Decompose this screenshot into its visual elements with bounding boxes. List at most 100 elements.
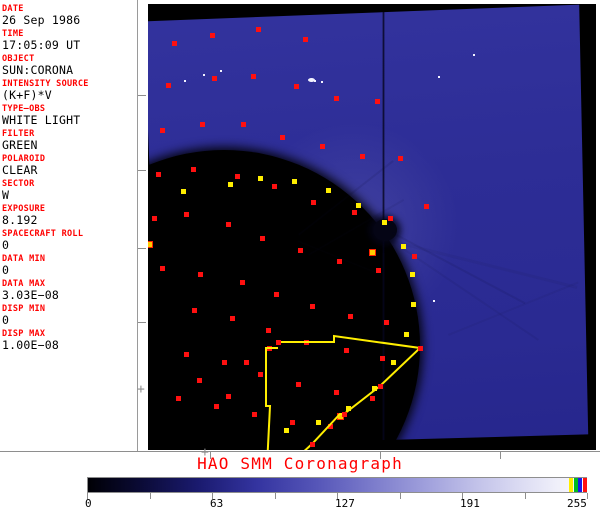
feature-marker-yellow[interactable] [401, 244, 406, 249]
feature-marker-red[interactable] [197, 378, 202, 383]
metadata-key-filter: FILTER [2, 129, 35, 139]
feature-marker-red[interactable] [311, 200, 316, 205]
feature-marker-cross-icon[interactable] [148, 242, 152, 247]
feature-marker-yellow[interactable] [316, 420, 321, 425]
feature-marker-yellow[interactable] [284, 428, 289, 433]
feature-marker-red[interactable] [198, 272, 203, 277]
feature-marker-red[interactable] [156, 172, 161, 177]
feature-marker-red[interactable] [160, 266, 165, 271]
feature-marker-red[interactable] [280, 135, 285, 140]
feature-marker-red[interactable] [256, 27, 261, 32]
feature-marker-red[interactable] [240, 280, 245, 285]
feature-marker-red[interactable] [230, 316, 235, 321]
feature-marker-red[interactable] [160, 128, 165, 133]
feature-marker-yellow[interactable] [372, 386, 377, 391]
feature-marker-yellow[interactable] [346, 406, 351, 411]
feature-marker-red[interactable] [266, 328, 271, 333]
metadata-item-intensity-source: INTENSITY SOURCE (K+F)*V [2, 79, 137, 102]
feature-marker-red[interactable] [290, 420, 295, 425]
feature-marker-red[interactable] [191, 167, 196, 172]
feature-marker-red[interactable] [267, 346, 272, 351]
metadata-item-disp-min: DISP MIN 0 [2, 304, 137, 327]
feature-marker-red[interactable] [260, 236, 265, 241]
feature-marker-red[interactable] [334, 390, 339, 395]
colorbar-tick-minor [399, 493, 401, 499]
axis-tick-left [138, 95, 146, 96]
metadata-value-data-min: 0 [2, 263, 10, 277]
feature-marker-red[interactable] [424, 204, 429, 209]
feature-marker-yellow[interactable] [181, 189, 186, 194]
feature-marker-red[interactable] [172, 41, 177, 46]
feature-marker-red[interactable] [380, 356, 385, 361]
feature-marker-red[interactable] [352, 210, 357, 215]
feature-marker-red[interactable] [398, 156, 403, 161]
feature-marker-red[interactable] [176, 396, 181, 401]
feature-marker-red[interactable] [226, 222, 231, 227]
feature-marker-red[interactable] [251, 74, 256, 79]
feature-marker-red[interactable] [272, 184, 277, 189]
feature-marker-red[interactable] [334, 96, 339, 101]
metadata-value-object: SUN:CORONA [2, 63, 74, 77]
feature-marker-red[interactable] [258, 372, 263, 377]
feature-marker-red[interactable] [152, 216, 157, 221]
feature-marker-red[interactable] [235, 174, 240, 179]
feature-marker-yellow[interactable] [326, 188, 331, 193]
metadata-key-intensity-source: INTENSITY SOURCE [2, 79, 89, 89]
bright-speck [308, 78, 315, 82]
instrument-title: HAO SMM Coronagraph [197, 454, 403, 473]
colorbar[interactable] [87, 477, 587, 493]
feature-marker-red[interactable] [222, 360, 227, 365]
feature-marker-cross-icon[interactable] [370, 250, 375, 255]
feature-marker-red[interactable] [388, 216, 393, 221]
feature-marker-yellow[interactable] [382, 220, 387, 225]
feature-marker-red[interactable] [304, 340, 309, 345]
metadata-key-data-max: DATA MAX [2, 279, 46, 289]
feature-marker-yellow[interactable] [356, 203, 361, 208]
feature-marker-red[interactable] [214, 404, 219, 409]
feature-marker-yellow[interactable] [258, 176, 263, 181]
feature-marker-red[interactable] [184, 352, 189, 357]
feature-marker-red[interactable] [384, 320, 389, 325]
feature-marker-red[interactable] [200, 122, 205, 127]
feature-marker-cross-icon[interactable] [338, 414, 343, 419]
feature-marker-yellow[interactable] [292, 179, 297, 184]
feature-marker-red[interactable] [375, 99, 380, 104]
feature-marker-red[interactable] [210, 33, 215, 38]
feature-marker-yellow[interactable] [404, 332, 409, 337]
feature-marker-red[interactable] [274, 292, 279, 297]
feature-marker-yellow[interactable] [411, 302, 416, 307]
feature-marker-red[interactable] [320, 144, 325, 149]
axis-tick-bottom [380, 451, 381, 459]
feature-marker-yellow[interactable] [391, 360, 396, 365]
feature-marker-red[interactable] [310, 304, 315, 309]
feature-marker-red[interactable] [298, 248, 303, 253]
feature-marker-red[interactable] [184, 212, 189, 217]
feature-marker-red[interactable] [303, 37, 308, 42]
feature-marker-red[interactable] [376, 268, 381, 273]
feature-marker-red[interactable] [370, 396, 375, 401]
feature-marker-red[interactable] [337, 259, 342, 264]
feature-marker-red[interactable] [412, 254, 417, 259]
feature-marker-yellow[interactable] [228, 182, 233, 187]
coronagraph-image[interactable] [148, 4, 596, 450]
bright-speck [438, 76, 440, 78]
feature-marker-red[interactable] [328, 424, 333, 429]
feature-marker-red[interactable] [212, 76, 217, 81]
feature-marker-yellow[interactable] [410, 272, 415, 277]
feature-marker-red[interactable] [252, 412, 257, 417]
feature-marker-red[interactable] [244, 360, 249, 365]
feature-marker-red[interactable] [294, 84, 299, 89]
colorbar-tick-labels: 0 63 127 191 255 [0, 498, 600, 512]
feature-marker-red[interactable] [348, 314, 353, 319]
feature-marker-red[interactable] [241, 122, 246, 127]
feature-marker-red[interactable] [166, 83, 171, 88]
metadata-item-disp-max: DISP MAX 1.00E−08 [2, 329, 137, 352]
feature-marker-red[interactable] [344, 348, 349, 353]
feature-marker-red[interactable] [296, 382, 301, 387]
feature-marker-red[interactable] [226, 394, 231, 399]
colorbar-tick-major [462, 493, 463, 499]
colorbar-tick-minor [149, 493, 151, 499]
colorbar-tick-label: 0 [85, 497, 92, 510]
feature-marker-red[interactable] [360, 154, 365, 159]
feature-marker-red[interactable] [192, 308, 197, 313]
